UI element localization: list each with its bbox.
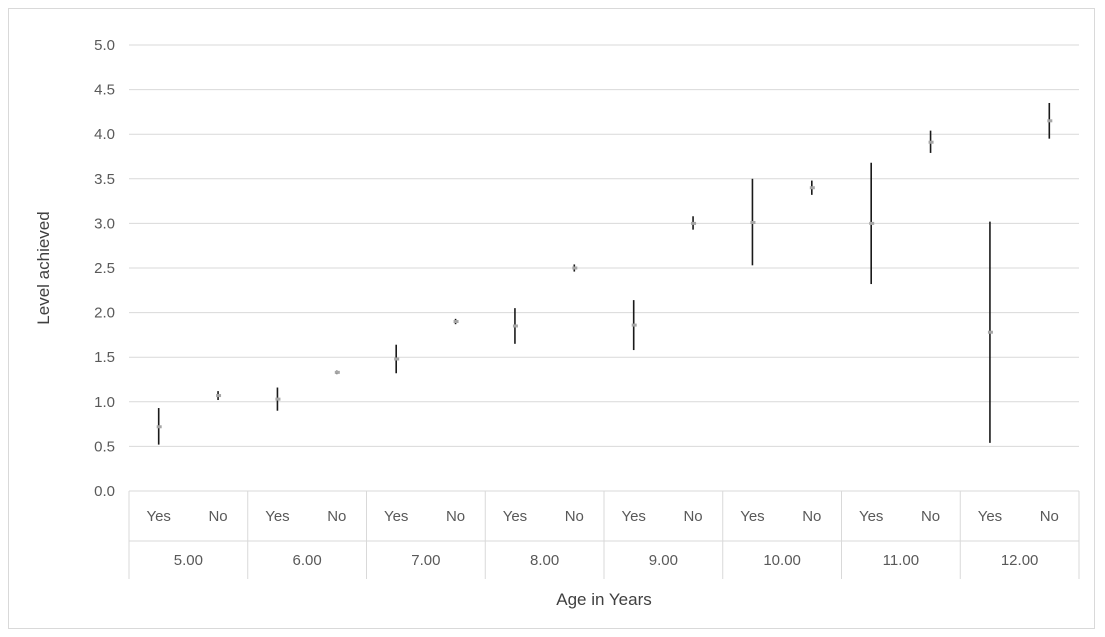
x-category-label: No [208, 508, 227, 525]
x-category-label: Yes [384, 508, 408, 525]
x-category-label: No [565, 508, 584, 525]
x-category-label: No [327, 508, 346, 525]
mean-marker [928, 140, 934, 144]
y-tick-label: 1.5 [94, 349, 115, 366]
x-category-label: No [802, 508, 821, 525]
mean-marker [631, 323, 637, 327]
y-axis-title: Level achieved [34, 211, 53, 324]
y-tick-label: 0.5 [94, 438, 115, 455]
x-category-label: Yes [265, 508, 289, 525]
x-axis-title: Age in Years [556, 590, 651, 609]
y-tick-label: 3.0 [94, 215, 115, 232]
y-axis-tick-labels: 0.0 0.5 1.0 1.5 2.0 2.5 3.0 3.5 4.0 4.5 5.0 [94, 37, 115, 500]
mean-marker [750, 221, 756, 225]
x-category-label: Yes [146, 508, 170, 525]
mean-marker [216, 394, 222, 398]
x-group-label: 7.00 [411, 552, 440, 569]
x-category-label: Yes [740, 508, 764, 525]
x-group-label: 6.00 [293, 552, 322, 569]
y-tick-label: 3.5 [94, 171, 115, 188]
mean-marker [809, 186, 815, 190]
mean-marker [453, 320, 459, 324]
gridlines [129, 44, 1079, 492]
x-category-label: No [683, 508, 702, 525]
x-category-label: No [921, 508, 940, 525]
x-category-label: Yes [621, 508, 645, 525]
mean-marker [691, 221, 697, 225]
y-tick-label: 2.5 [94, 260, 115, 277]
chart-area: 0.0 0.5 1.0 1.5 2.0 2.5 3.0 3.5 4.0 4.5 5.0 5.00 Ye… [8, 8, 1095, 629]
mean-marker [156, 425, 162, 429]
x-group-label: 5.00 [174, 552, 203, 569]
y-tick-label: 1.0 [94, 394, 115, 411]
x-group-label: 8.00 [530, 552, 559, 569]
error-bars [156, 102, 1053, 445]
x-category-label: No [1040, 508, 1059, 525]
x-group-label: 10.00 [763, 552, 801, 569]
x-category-label: Yes [503, 508, 527, 525]
mean-marker [394, 357, 400, 361]
x-group-label: 12.00 [1001, 552, 1039, 569]
y-tick-label: 4.5 [94, 82, 115, 99]
x-category-label: No [446, 508, 465, 525]
x-group-label: 9.00 [649, 552, 678, 569]
mean-marker [275, 397, 281, 401]
mean-marker [1047, 119, 1053, 123]
y-tick-label: 2.0 [94, 305, 115, 322]
mean-marker [869, 221, 875, 225]
error-bar-chart: 0.0 0.5 1.0 1.5 2.0 2.5 3.0 3.5 4.0 4.5 5.0 5.00 Ye… [34, 37, 1080, 609]
mean-marker [512, 324, 518, 328]
x-axis-categories: 5.00 Yes No 6.00 Yes No 7.00 Yes No 8.00 Yes No 9.00… [128, 491, 1080, 579]
y-tick-label: 4.0 [94, 126, 115, 143]
y-tick-label: 0.0 [94, 483, 115, 500]
mean-marker [334, 370, 340, 374]
mean-marker [572, 266, 578, 270]
x-category-label: Yes [859, 508, 883, 525]
x-category-label: Yes [978, 508, 1002, 525]
x-group-label: 11.00 [883, 552, 919, 569]
y-tick-label: 5.0 [94, 37, 115, 54]
mean-marker [987, 330, 993, 334]
